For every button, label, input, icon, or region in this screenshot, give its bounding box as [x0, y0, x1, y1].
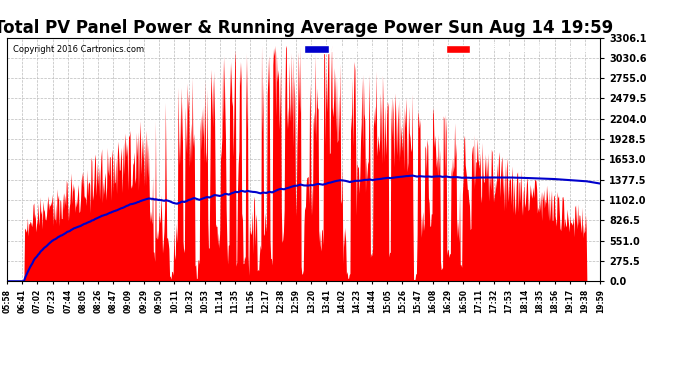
Title: Total PV Panel Power & Running Average Power Sun Aug 14 19:59: Total PV Panel Power & Running Average P…: [0, 20, 613, 38]
Text: Copyright 2016 Cartronics.com: Copyright 2016 Cartronics.com: [13, 45, 144, 54]
Legend: Average  (DC Watts), PV Panels  (DC Watts): Average (DC Watts), PV Panels (DC Watts): [302, 42, 595, 56]
